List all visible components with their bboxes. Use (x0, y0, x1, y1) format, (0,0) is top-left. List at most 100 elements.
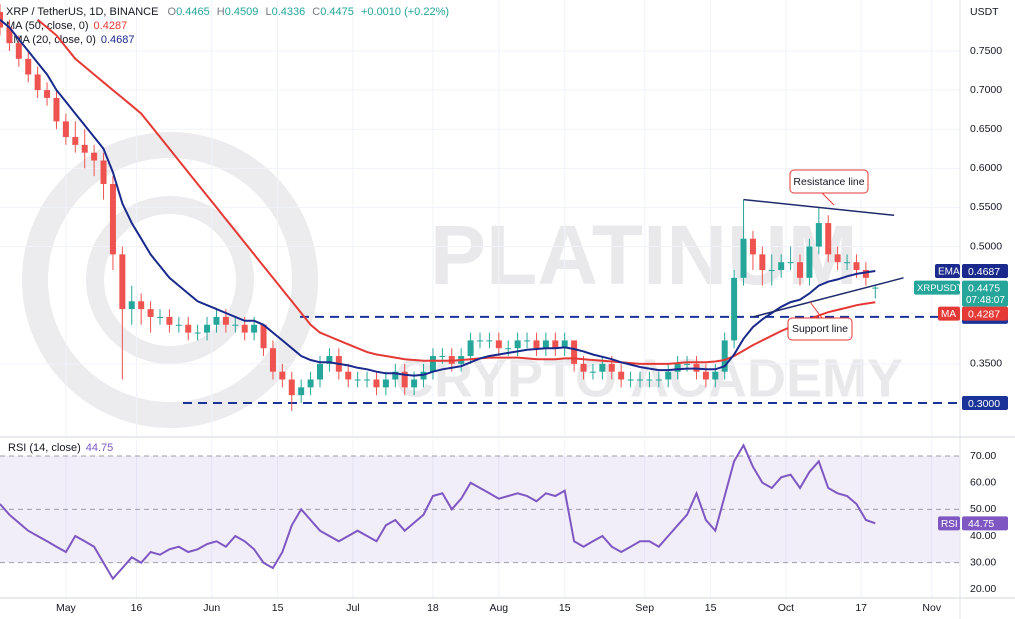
ohlc-value: 0.4475 (320, 6, 354, 18)
y-tick-label: 0.7500 (970, 45, 1002, 57)
candle-body (815, 223, 822, 247)
value-box (935, 264, 960, 279)
annotation-box (789, 169, 869, 194)
candle-body (608, 363, 615, 372)
level-label-bg (962, 395, 1008, 410)
annotation-box (787, 317, 853, 341)
y-tick-label: 30.00 (970, 556, 996, 568)
candle-body (288, 379, 295, 396)
annotation: Resistance line Support line (787, 169, 869, 341)
candle-body (759, 254, 766, 271)
candle-body (655, 379, 662, 381)
y-tick-label: 0.3500 (970, 358, 1002, 370)
candle-body (862, 270, 869, 278)
change: +0.0010 (+0.22%) (361, 6, 449, 18)
candle-body (251, 324, 258, 333)
grid (0, 0, 960, 598)
candle-body (269, 348, 276, 372)
rsi-title: RSI (14, close) (8, 442, 81, 454)
candle-body (665, 371, 672, 380)
candle-body (25, 58, 32, 75)
ohlc-label: C (312, 6, 320, 18)
candle-body (81, 144, 88, 153)
ohlc-value: 0.4336 (272, 6, 306, 18)
indicator-line (36, 18, 876, 365)
candle-body (646, 379, 653, 381)
trendline (752, 277, 904, 318)
value-box-label: MA (941, 309, 956, 320)
candle-body (364, 379, 371, 381)
candle-body (317, 363, 323, 380)
candle-body (91, 152, 98, 161)
ohlc-label: O (168, 6, 177, 18)
legend-value: 0.4687 (101, 34, 135, 46)
candle-body (194, 332, 201, 334)
candle-body (109, 183, 116, 255)
candle-body (872, 287, 879, 289)
candle-body (731, 277, 738, 341)
candle-body (787, 262, 794, 264)
candle-body (589, 371, 596, 373)
candle-body (382, 379, 389, 388)
value-box-label: EMA (938, 267, 960, 278)
countdown: 07:48:07 (966, 295, 1005, 306)
legend-name: MA (50, close, 0) (6, 20, 89, 32)
annotation-pointer (809, 301, 823, 319)
x-tick-label: Jul (346, 602, 359, 614)
candle-body (467, 340, 474, 357)
x-tick-label: Oct (778, 602, 794, 614)
candle-body (778, 262, 785, 271)
candle-body (740, 238, 747, 278)
candle-body (260, 324, 267, 349)
legend-name: EMA (20, close, 0) (6, 34, 96, 46)
x-tick-label: May (56, 602, 77, 614)
candle-body (580, 363, 587, 372)
candle-body (345, 371, 352, 380)
level-label: 0.3000 (968, 398, 1000, 410)
candle-body (232, 324, 239, 326)
candle-body (599, 363, 606, 372)
candle-body (806, 246, 813, 278)
candle-body (486, 340, 493, 342)
indicator-line (0, 18, 876, 377)
candle-body (213, 316, 220, 325)
candle-body (326, 356, 333, 364)
candle-body (712, 371, 719, 380)
y-tick-label: 70.00 (970, 450, 996, 462)
candle-body (175, 324, 182, 326)
candle-body (6, 27, 13, 44)
candle-body (157, 316, 163, 318)
candle-body (166, 316, 173, 325)
y-tick-label: 0.5500 (970, 201, 1002, 213)
candle-body (797, 262, 803, 278)
candle-body (439, 356, 446, 358)
price-labels: May 16 Jun 15 Jul 18 Aug 15 Sep 15 Oct 17 Nov 0.7500 0… (56, 45, 1008, 614)
value-box-text: 44.75 (968, 518, 994, 530)
x-tick-label: Nov (922, 602, 941, 614)
ohlc-value: 0.4465 (176, 6, 210, 18)
y-tick-label: 0.6000 (970, 162, 1002, 174)
candle-body (844, 262, 851, 264)
candle-body (222, 316, 229, 325)
candle-body (495, 340, 502, 349)
watermark-logo (86, 196, 254, 364)
candle-body (702, 371, 709, 380)
y-tick-label: 60.00 (970, 476, 996, 488)
candle-body (411, 379, 418, 388)
candle-body (62, 121, 69, 138)
candle-body (768, 270, 775, 272)
x-tick-label: 17 (855, 602, 867, 614)
watermark-logo (22, 132, 318, 428)
value-box-label: XRPUSDT (917, 283, 963, 294)
candle-body (429, 356, 436, 372)
candle-body (72, 137, 79, 145)
ohlc-label: L (265, 6, 271, 18)
candle-body (853, 262, 860, 271)
candle-body (514, 340, 521, 349)
candle-body (53, 97, 60, 122)
x-tick-label: Jun (203, 602, 220, 614)
candle-body (373, 379, 380, 388)
rsi-value: 44.75 (86, 442, 114, 454)
candle-body (147, 309, 154, 317)
candle-body (241, 324, 248, 333)
